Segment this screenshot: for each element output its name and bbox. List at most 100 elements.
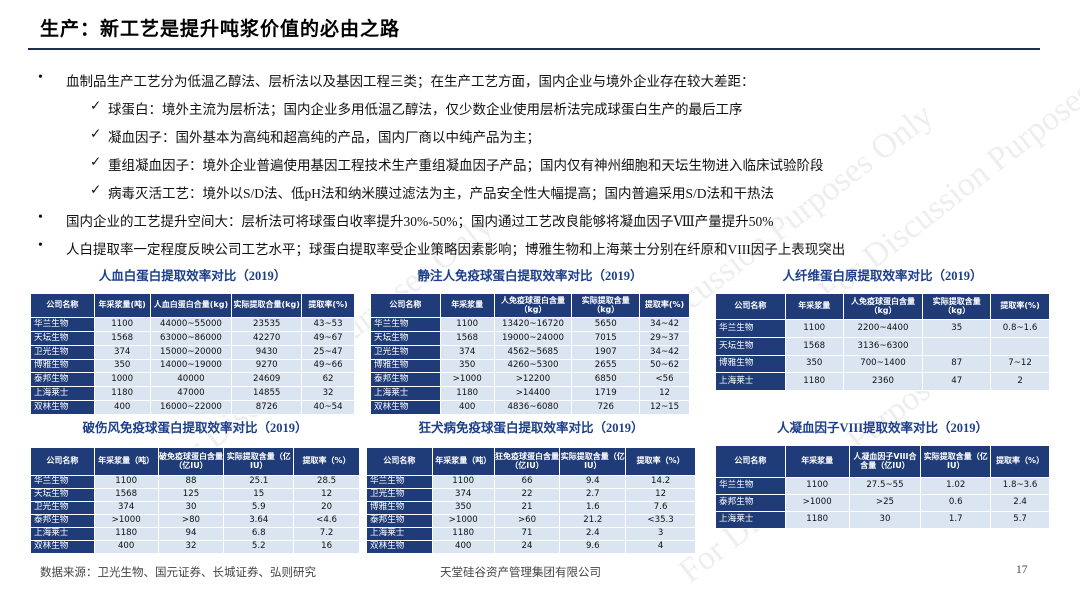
header-row: 公司名称 年采浆量（吨） 狂免疫球蛋白含量（亿IU） 实际提取含量（亿IU） 提取率（%… — [366, 447, 696, 476]
value-cell: 1.02 — [920, 477, 992, 495]
table-row: 华兰生物 1100 13420~16720 5650 34~42 — [370, 317, 690, 332]
table-row: 上海莱士 1180 71 2.4 3 — [366, 527, 696, 541]
value-cell: 6.8 — [223, 527, 295, 541]
table-row: 卫光生物 374 30 5.9 20 — [30, 501, 360, 515]
company-cell: 卫光生物 — [370, 344, 441, 360]
header-cell: 提取率（%） — [990, 445, 1050, 478]
header-cell: 实际提取合量(kg) — [231, 293, 303, 318]
value-cell: 29~37 — [639, 330, 690, 346]
header-row: 公司名称 年采浆量 人免疫球蛋白含量（kg） 实际提取含量（kg） 提取率(%) — [715, 293, 1050, 320]
company-cell: 双林生物 — [30, 400, 95, 415]
value-cell: 14855 — [231, 386, 303, 402]
bullet-text: 国内企业的工艺提升空间大：层析法可将球蛋白收率提升30%-50%；国内通过工艺改… — [66, 214, 774, 229]
header-cell: 实际提取含量（kg） — [922, 293, 992, 320]
value-cell: 1100 — [93, 317, 151, 332]
value-cell: 22 — [493, 488, 561, 502]
company-cell: 卫光生物 — [30, 344, 95, 360]
value-cell: <56 — [639, 372, 690, 388]
value-cell: 19000~24000 — [493, 330, 573, 346]
bullet-dot: • — [38, 70, 43, 85]
value-cell: 32 — [301, 386, 355, 402]
value-cell: 9430 — [231, 344, 303, 360]
value-cell: 700~1400 — [842, 354, 924, 374]
header-cell: 人免疫球蛋白含量（kg） — [842, 293, 924, 320]
company-cell: 泰邦生物 — [715, 494, 786, 512]
value-cell: >14400 — [493, 386, 573, 402]
value-cell — [922, 336, 992, 356]
value-cell: 49~66 — [301, 358, 355, 374]
data-table: 公司名称 年采浆量 人免疫球蛋白含量（kg） 实际提取含量（kg） 提取率(%) 华兰生物… — [715, 293, 1050, 391]
value-cell: 5.9 — [223, 501, 295, 515]
value-cell: 2.4 — [559, 527, 627, 541]
table-title: 狂犬病免疫球蛋白提取效率对比（2019） — [418, 421, 644, 435]
value-cell: 374 — [439, 344, 495, 360]
value-cell: 21.2 — [559, 514, 627, 528]
table-row: 泰邦生物 >1000 >25 0.6 2.4 — [715, 494, 1050, 512]
company-cell: 卫光生物 — [30, 501, 95, 515]
value-cell: 1000 — [93, 372, 151, 388]
table-title: 破伤风免疫球蛋白提取效率对比（2019） — [82, 421, 308, 435]
value-cell: 1100 — [439, 317, 495, 332]
value-cell: 34~42 — [639, 317, 690, 332]
value-cell: 1100 — [431, 475, 495, 489]
value-cell: 2200~4400 — [842, 319, 924, 338]
header-row: 公司名称 年采浆量(吨) 人血白蛋白合量(kg) 实际提取合量(kg) 提取率(%) — [30, 293, 355, 318]
company-cell: 泰邦生物 — [366, 514, 433, 528]
table-row: 天坛生物 1568 19000~24000 7015 29~37 — [370, 330, 690, 346]
bullet-dot: • — [38, 238, 43, 253]
sub-bullet-text: 球蛋白：境外主流为层析法；国内企业多用低温乙醇法，仅少数企业使用层析法完成球蛋白… — [108, 102, 743, 117]
header-cell: 提取率（%） — [293, 447, 360, 476]
header-cell: 人免疫球蛋白含量（kg） — [493, 293, 573, 318]
header-cell: 提取率(%) — [990, 293, 1050, 320]
value-cell: 24609 — [231, 372, 303, 388]
table-row: 双林生物 400 24 9.6 4 — [366, 540, 696, 554]
data-table: 公司名称 年采浆量 人免疫球蛋白含量（kg） 实际提取含量（kg） 提取率(%) 华兰生物… — [370, 293, 690, 415]
value-cell: 44000~55000 — [149, 317, 233, 332]
value-cell: 34~42 — [639, 344, 690, 360]
company-cell: 上海莱士 — [370, 386, 441, 402]
value-cell: >1000 — [439, 372, 495, 388]
value-cell: 5650 — [571, 317, 641, 332]
table-row: 卫光生物 374 4562~5685 1907 34~42 — [370, 344, 690, 360]
table-row: 博雅生物 350 14000~19000 9270 49~66 — [30, 358, 355, 374]
company-cell: 上海莱士 — [366, 527, 433, 541]
header-cell: 提取率(%) — [639, 293, 690, 318]
value-cell: 350 — [93, 358, 151, 374]
value-cell: 5.7 — [990, 511, 1050, 529]
company-cell: 博雅生物 — [715, 354, 786, 374]
company-cell: 上海莱士 — [30, 386, 95, 402]
table-row: 华兰生物 1100 27.5~55 1.02 1.8~3.6 — [715, 477, 1050, 495]
value-cell — [990, 336, 1050, 356]
company-cell: 天坛生物 — [30, 488, 95, 502]
table-row: 华兰生物 1100 88 25.1 28.5 — [30, 475, 360, 489]
table-row: 上海莱士 1180 30 1.7 5.7 — [715, 511, 1050, 529]
value-cell: 4836~6080 — [493, 400, 573, 415]
company: 天堂硅谷资产管理集团有限公司 — [440, 567, 601, 579]
value-cell: 2.4 — [990, 494, 1050, 512]
company-cell: 上海莱士 — [30, 527, 95, 541]
value-cell: >25 — [848, 494, 922, 512]
header-cell: 公司名称 — [370, 293, 441, 318]
table-row: 双林生物 400 4836~6080 726 12~15 — [370, 400, 690, 415]
company-cell: 华兰生物 — [715, 319, 786, 338]
check-mark: ✓ — [90, 126, 102, 141]
value-cell: 30 — [157, 501, 225, 515]
value-cell: 14000~19000 — [149, 358, 233, 374]
header-cell: 年采浆量(吨) — [93, 293, 151, 318]
value-cell: 16000~22000 — [149, 400, 233, 415]
value-cell: 7~12 — [990, 354, 1050, 374]
table-title: 人血白蛋白提取效率对比（2019） — [98, 269, 287, 283]
value-cell: 1.6 — [559, 501, 627, 515]
page-title: 生产：新工艺是提升吨浆价值的必由之路 — [40, 19, 401, 40]
value-cell: >60 — [493, 514, 561, 528]
table-row: 天坛生物 1568 3136~6300 — [715, 336, 1050, 356]
table-row: 博雅生物 350 700~1400 87 7~12 — [715, 354, 1050, 374]
company-cell: 博雅生物 — [370, 358, 441, 374]
table-row: 华兰生物 1100 44000~55000 23535 43~53 — [30, 317, 355, 332]
header-cell: 年采浆量 — [784, 445, 850, 478]
value-cell: 9.6 — [559, 540, 627, 554]
company-cell: 华兰生物 — [715, 477, 786, 495]
value-cell: 15000~20000 — [149, 344, 233, 360]
value-cell: 28.5 — [293, 475, 360, 489]
